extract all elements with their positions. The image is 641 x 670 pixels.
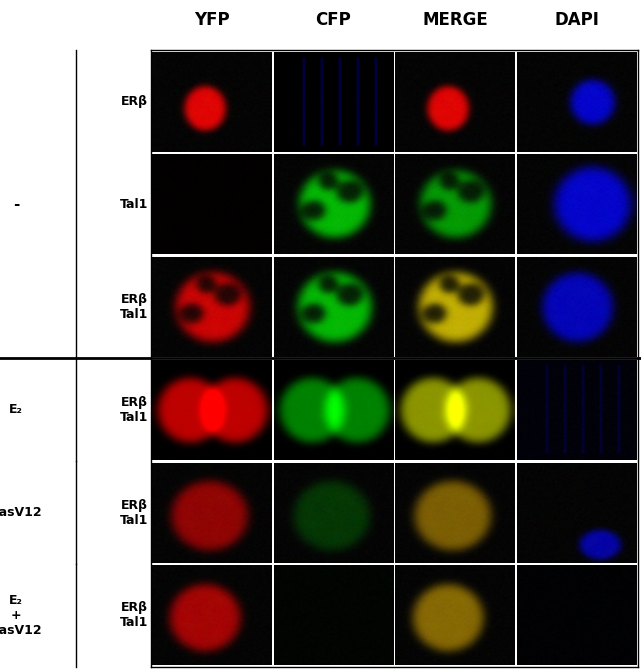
Text: YFP: YFP (194, 11, 229, 29)
Text: E₂
+
RasV12: E₂ + RasV12 (0, 594, 42, 636)
Text: ERβ
Tal1: ERβ Tal1 (120, 498, 148, 527)
Text: E₂: E₂ (9, 403, 23, 416)
Text: ERβ
Tal1: ERβ Tal1 (120, 293, 148, 321)
Text: RasV12: RasV12 (0, 506, 42, 519)
Text: ERβ
Tal1: ERβ Tal1 (120, 601, 148, 629)
Text: DAPI: DAPI (554, 11, 599, 29)
Text: Tal1: Tal1 (120, 198, 148, 211)
Text: CFP: CFP (315, 11, 351, 29)
Text: -: - (13, 197, 19, 212)
Text: ERβ: ERβ (121, 95, 148, 108)
Text: MERGE: MERGE (422, 11, 488, 29)
Text: ERβ
Tal1: ERβ Tal1 (120, 396, 148, 424)
